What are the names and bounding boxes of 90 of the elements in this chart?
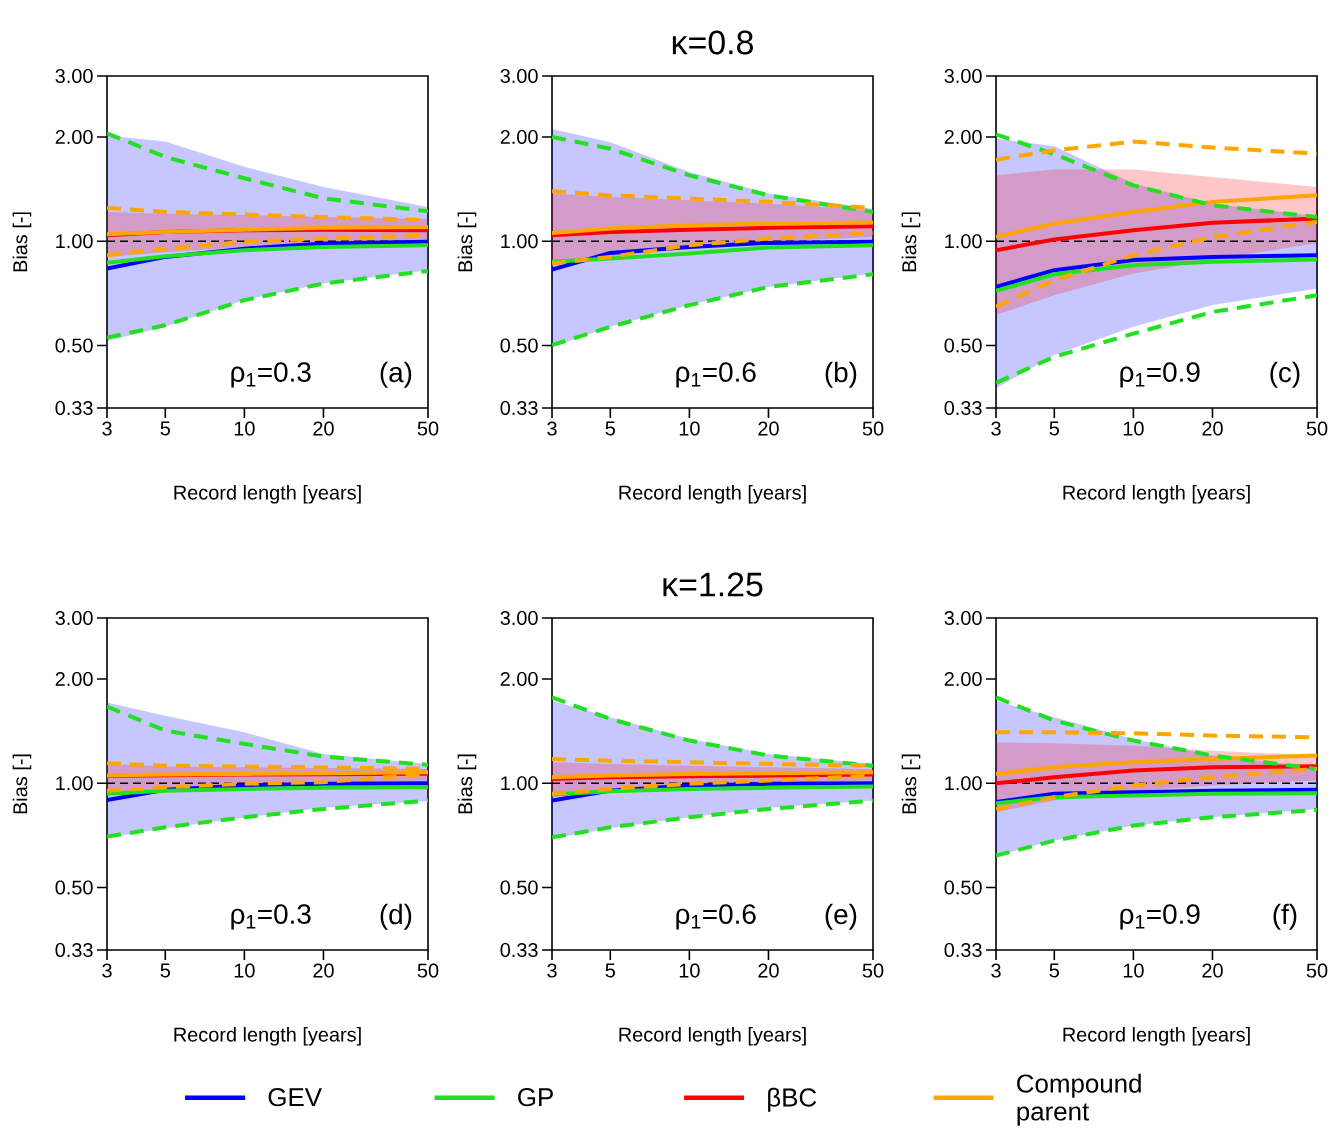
annotation: (e) <box>825 903 857 930</box>
chart-title: κ=0.8 <box>672 30 753 55</box>
y-tick-label: 1.00 <box>501 234 538 249</box>
x-axis-title: Record length [years] <box>619 485 806 504</box>
y-tick-label: 3.00 <box>944 610 982 626</box>
y-tick-label: 0.33 <box>944 400 982 416</box>
y-tick-label: 0.50 <box>944 338 982 353</box>
chart-title: κ=1.25 <box>663 572 763 597</box>
y-tick-label: 3.00 <box>944 68 982 84</box>
annotation: (f) <box>1273 903 1297 930</box>
annotation: ρ$_{1}$=0.9 <box>1120 904 1200 930</box>
y-tick-label: 3.00 <box>500 68 538 84</box>
y-tick-label: 0.33 <box>500 400 538 416</box>
y-tick-label: 1.00 <box>56 776 93 791</box>
x-tick-label: 50 <box>1306 421 1328 436</box>
x-tick-label: 50 <box>862 421 884 436</box>
annotation: ρ$_{1}$=0.6 <box>676 904 756 930</box>
x-tick-label: 50 <box>417 421 439 436</box>
legend-label: Compound parent <box>1017 1073 1141 1126</box>
x-tick-label: 5 <box>605 421 616 436</box>
annotation: (a) <box>380 361 412 388</box>
annotation: ρ$_{1}$=0.3 <box>231 904 311 930</box>
y-tick-label: 0.50 <box>944 880 982 895</box>
annotation: (b) <box>825 361 857 388</box>
y-tick-label: 3.00 <box>500 610 538 626</box>
y-tick-label: 0.33 <box>55 400 93 416</box>
y-axis-title: Bias [-] <box>12 212 32 272</box>
x-tick-label: 20 <box>313 963 334 978</box>
x-tick-label: 3 <box>102 421 112 436</box>
x-tick-label: 50 <box>417 963 439 978</box>
legend-label: GEV <box>268 1087 322 1107</box>
y-axis-title: Bias [-] <box>12 754 32 814</box>
y-tick-label: 0.50 <box>55 338 93 353</box>
y-tick-label: 0.50 <box>55 880 93 895</box>
x-tick-label: 5 <box>1049 421 1060 436</box>
annotation: ρ$_{1}$=0.9 <box>1120 362 1200 388</box>
y-tick-label: 3.00 <box>55 68 93 84</box>
y-tick-label: 2.00 <box>55 671 93 687</box>
y-axis-title: Bias [-] <box>457 212 477 272</box>
x-axis-title: Record length [years] <box>174 485 361 504</box>
y-tick-label: 0.33 <box>500 942 538 958</box>
x-tick-label: 20 <box>313 421 334 436</box>
y-tick-label: 1.00 <box>945 234 982 249</box>
x-tick-label: 50 <box>1306 963 1328 978</box>
x-axis-title: Record length [years] <box>1063 485 1250 504</box>
x-tick-label: 5 <box>160 421 170 436</box>
x-tick-label: 3 <box>991 421 1001 436</box>
x-tick-label: 3 <box>102 963 112 978</box>
y-tick-label: 0.33 <box>944 942 982 958</box>
x-tick-label: 10 <box>679 963 700 978</box>
x-tick-label: 20 <box>758 963 779 978</box>
x-tick-label: 5 <box>1049 963 1060 978</box>
x-tick-label: 10 <box>679 421 700 436</box>
x-tick-label: 5 <box>605 963 616 978</box>
y-tick-label: 0.50 <box>500 880 538 895</box>
x-axis-title: Record length [years] <box>619 1027 806 1046</box>
y-tick-label: 1.00 <box>56 234 93 249</box>
legend-label: GP <box>518 1087 553 1107</box>
x-tick-label: 50 <box>862 963 884 978</box>
y-tick-label: 2.00 <box>944 671 982 687</box>
y-tick-label: 1.00 <box>945 776 982 791</box>
y-axis-title: Bias [-] <box>457 754 477 814</box>
annotation: ρ$_{1}$=0.3 <box>231 362 311 388</box>
y-tick-label: 2.00 <box>944 129 982 145</box>
legend-label: βBC <box>768 1087 817 1112</box>
y-tick-label: 0.33 <box>55 942 93 958</box>
x-tick-label: 10 <box>234 421 255 436</box>
x-tick-label: 10 <box>1123 421 1144 436</box>
x-tick-label: 3 <box>547 963 557 978</box>
x-axis-title: Record length [years] <box>174 1027 361 1046</box>
x-tick-label: 20 <box>1202 421 1223 436</box>
x-tick-label: 5 <box>160 963 170 978</box>
x-tick-label: 20 <box>758 421 779 436</box>
y-tick-label: 2.00 <box>500 129 538 145</box>
y-axis-title: Bias [-] <box>901 212 921 272</box>
y-axis-title: Bias [-] <box>901 754 921 814</box>
y-tick-label: 0.50 <box>500 338 538 353</box>
x-tick-label: 10 <box>234 963 255 978</box>
y-tick-label: 1.00 <box>501 776 538 791</box>
x-axis-title: Record length [years] <box>1063 1027 1250 1046</box>
y-tick-label: 2.00 <box>500 671 538 687</box>
y-tick-label: 2.00 <box>55 129 93 145</box>
x-tick-label: 20 <box>1202 963 1223 978</box>
x-tick-label: 3 <box>547 421 557 436</box>
annotation: (d) <box>380 903 412 930</box>
y-tick-label: 3.00 <box>55 610 93 626</box>
x-tick-label: 10 <box>1123 963 1144 978</box>
annotation: (c) <box>1270 361 1300 388</box>
annotation: ρ$_{1}$=0.6 <box>676 362 756 388</box>
x-tick-label: 3 <box>991 963 1001 978</box>
